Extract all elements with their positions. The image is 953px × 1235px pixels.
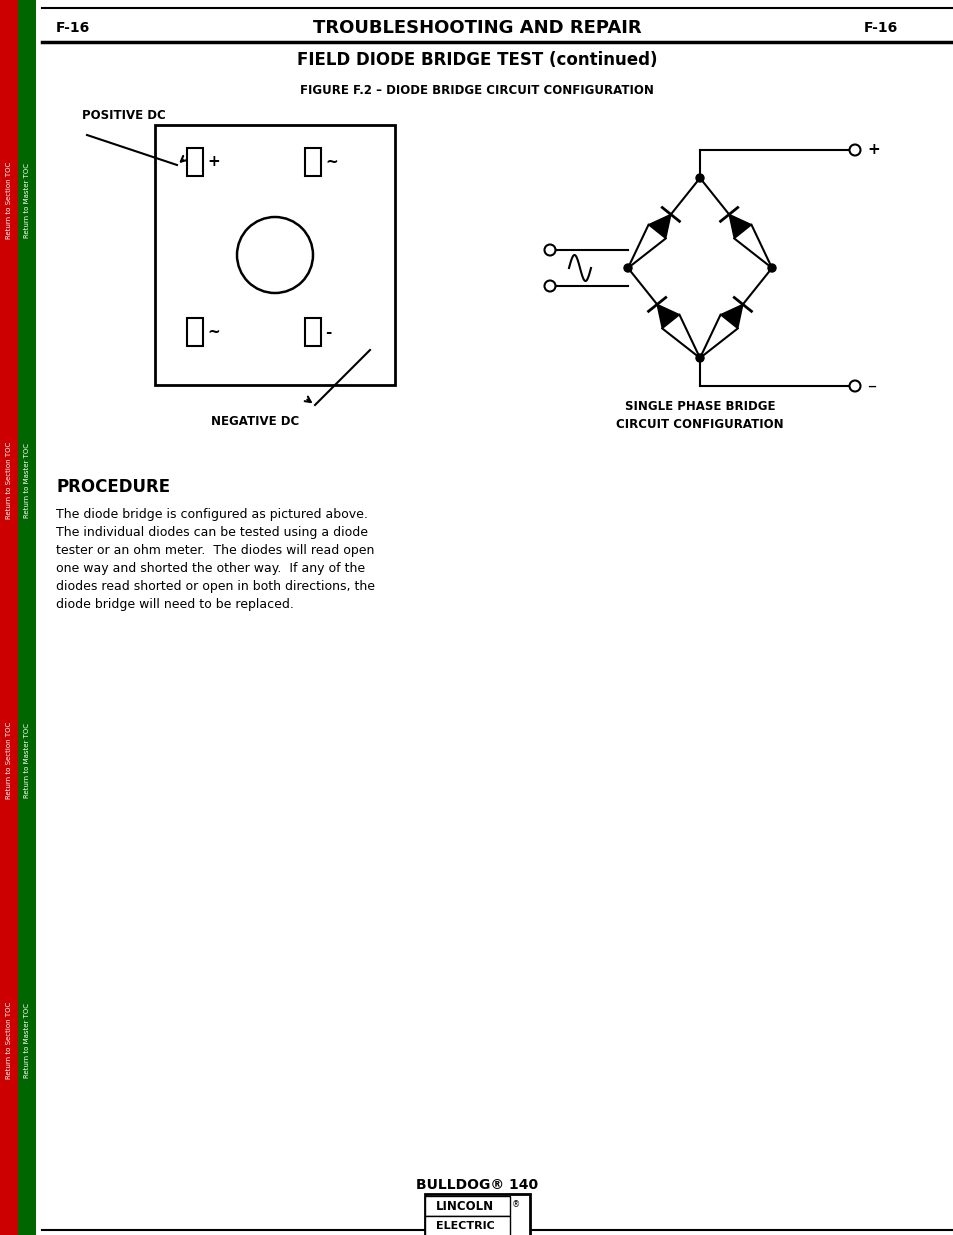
Text: Return to Section TOC: Return to Section TOC (6, 441, 12, 519)
Bar (305, 148, 320, 177)
Text: +: + (207, 154, 219, 169)
Polygon shape (648, 215, 670, 238)
Bar (187, 148, 203, 177)
Text: TROUBLESHOOTING AND REPAIR: TROUBLESHOOTING AND REPAIR (313, 19, 640, 37)
Bar (187, 317, 203, 346)
Text: LINCOLN: LINCOLN (436, 1199, 494, 1213)
Text: BULLDOG® 140: BULLDOG® 140 (416, 1178, 537, 1192)
Text: Return to Section TOC: Return to Section TOC (6, 1002, 12, 1078)
Text: SINGLE PHASE BRIDGE: SINGLE PHASE BRIDGE (624, 400, 775, 412)
Text: FIGURE F.2 – DIODE BRIDGE CIRCUIT CONFIGURATION: FIGURE F.2 – DIODE BRIDGE CIRCUIT CONFIG… (300, 84, 653, 96)
Text: –: – (866, 377, 875, 395)
Text: ~: ~ (207, 325, 219, 340)
Text: PROCEDURE: PROCEDURE (56, 478, 170, 496)
Text: Return to Section TOC: Return to Section TOC (6, 721, 12, 799)
Circle shape (767, 264, 775, 272)
Text: +: + (866, 142, 879, 158)
Bar (154, 125, 395, 385)
Text: The individual diodes can be tested using a diode: The individual diodes can be tested usin… (56, 526, 368, 538)
Bar (424, 1194, 530, 1235)
Text: Return to Master TOC: Return to Master TOC (24, 442, 30, 517)
Text: The diode bridge is configured as pictured above.: The diode bridge is configured as pictur… (56, 508, 368, 521)
Text: -: - (325, 325, 331, 340)
Text: CIRCUIT CONFIGURATION: CIRCUIT CONFIGURATION (616, 417, 783, 431)
Bar (18, 0, 36, 1235)
Circle shape (848, 380, 860, 391)
Bar (424, 1195, 510, 1216)
Circle shape (236, 217, 313, 293)
Text: FIELD DIODE BRIDGE TEST (continued): FIELD DIODE BRIDGE TEST (continued) (296, 51, 657, 69)
Circle shape (848, 144, 860, 156)
Text: POSITIVE DC: POSITIVE DC (82, 109, 166, 122)
Circle shape (544, 280, 555, 291)
Text: ®: ® (512, 1200, 519, 1209)
Text: F-16: F-16 (56, 21, 91, 35)
Bar (305, 317, 320, 346)
Text: F-16: F-16 (862, 21, 897, 35)
Text: tester or an ohm meter.  The diodes will read open: tester or an ohm meter. The diodes will … (56, 543, 374, 557)
Text: ELECTRIC: ELECTRIC (436, 1221, 494, 1231)
Bar (424, 1216, 510, 1235)
Polygon shape (728, 215, 751, 238)
Text: diodes read shorted or open in both directions, the: diodes read shorted or open in both dire… (56, 580, 375, 593)
Circle shape (696, 354, 703, 362)
Text: NEGATIVE DC: NEGATIVE DC (211, 415, 299, 429)
Polygon shape (720, 304, 742, 329)
Text: Return to Section TOC: Return to Section TOC (6, 162, 12, 238)
Text: one way and shorted the other way.  If any of the: one way and shorted the other way. If an… (56, 562, 365, 576)
Text: Return to Master TOC: Return to Master TOC (24, 722, 30, 798)
Text: Return to Master TOC: Return to Master TOC (24, 163, 30, 237)
Circle shape (544, 245, 555, 256)
Bar (0, 0, 18, 1235)
Circle shape (696, 174, 703, 182)
Text: ~: ~ (325, 154, 337, 169)
Text: diode bridge will need to be replaced.: diode bridge will need to be replaced. (56, 598, 294, 611)
Text: Return to Master TOC: Return to Master TOC (24, 1003, 30, 1077)
Polygon shape (657, 304, 679, 329)
Circle shape (623, 264, 631, 272)
